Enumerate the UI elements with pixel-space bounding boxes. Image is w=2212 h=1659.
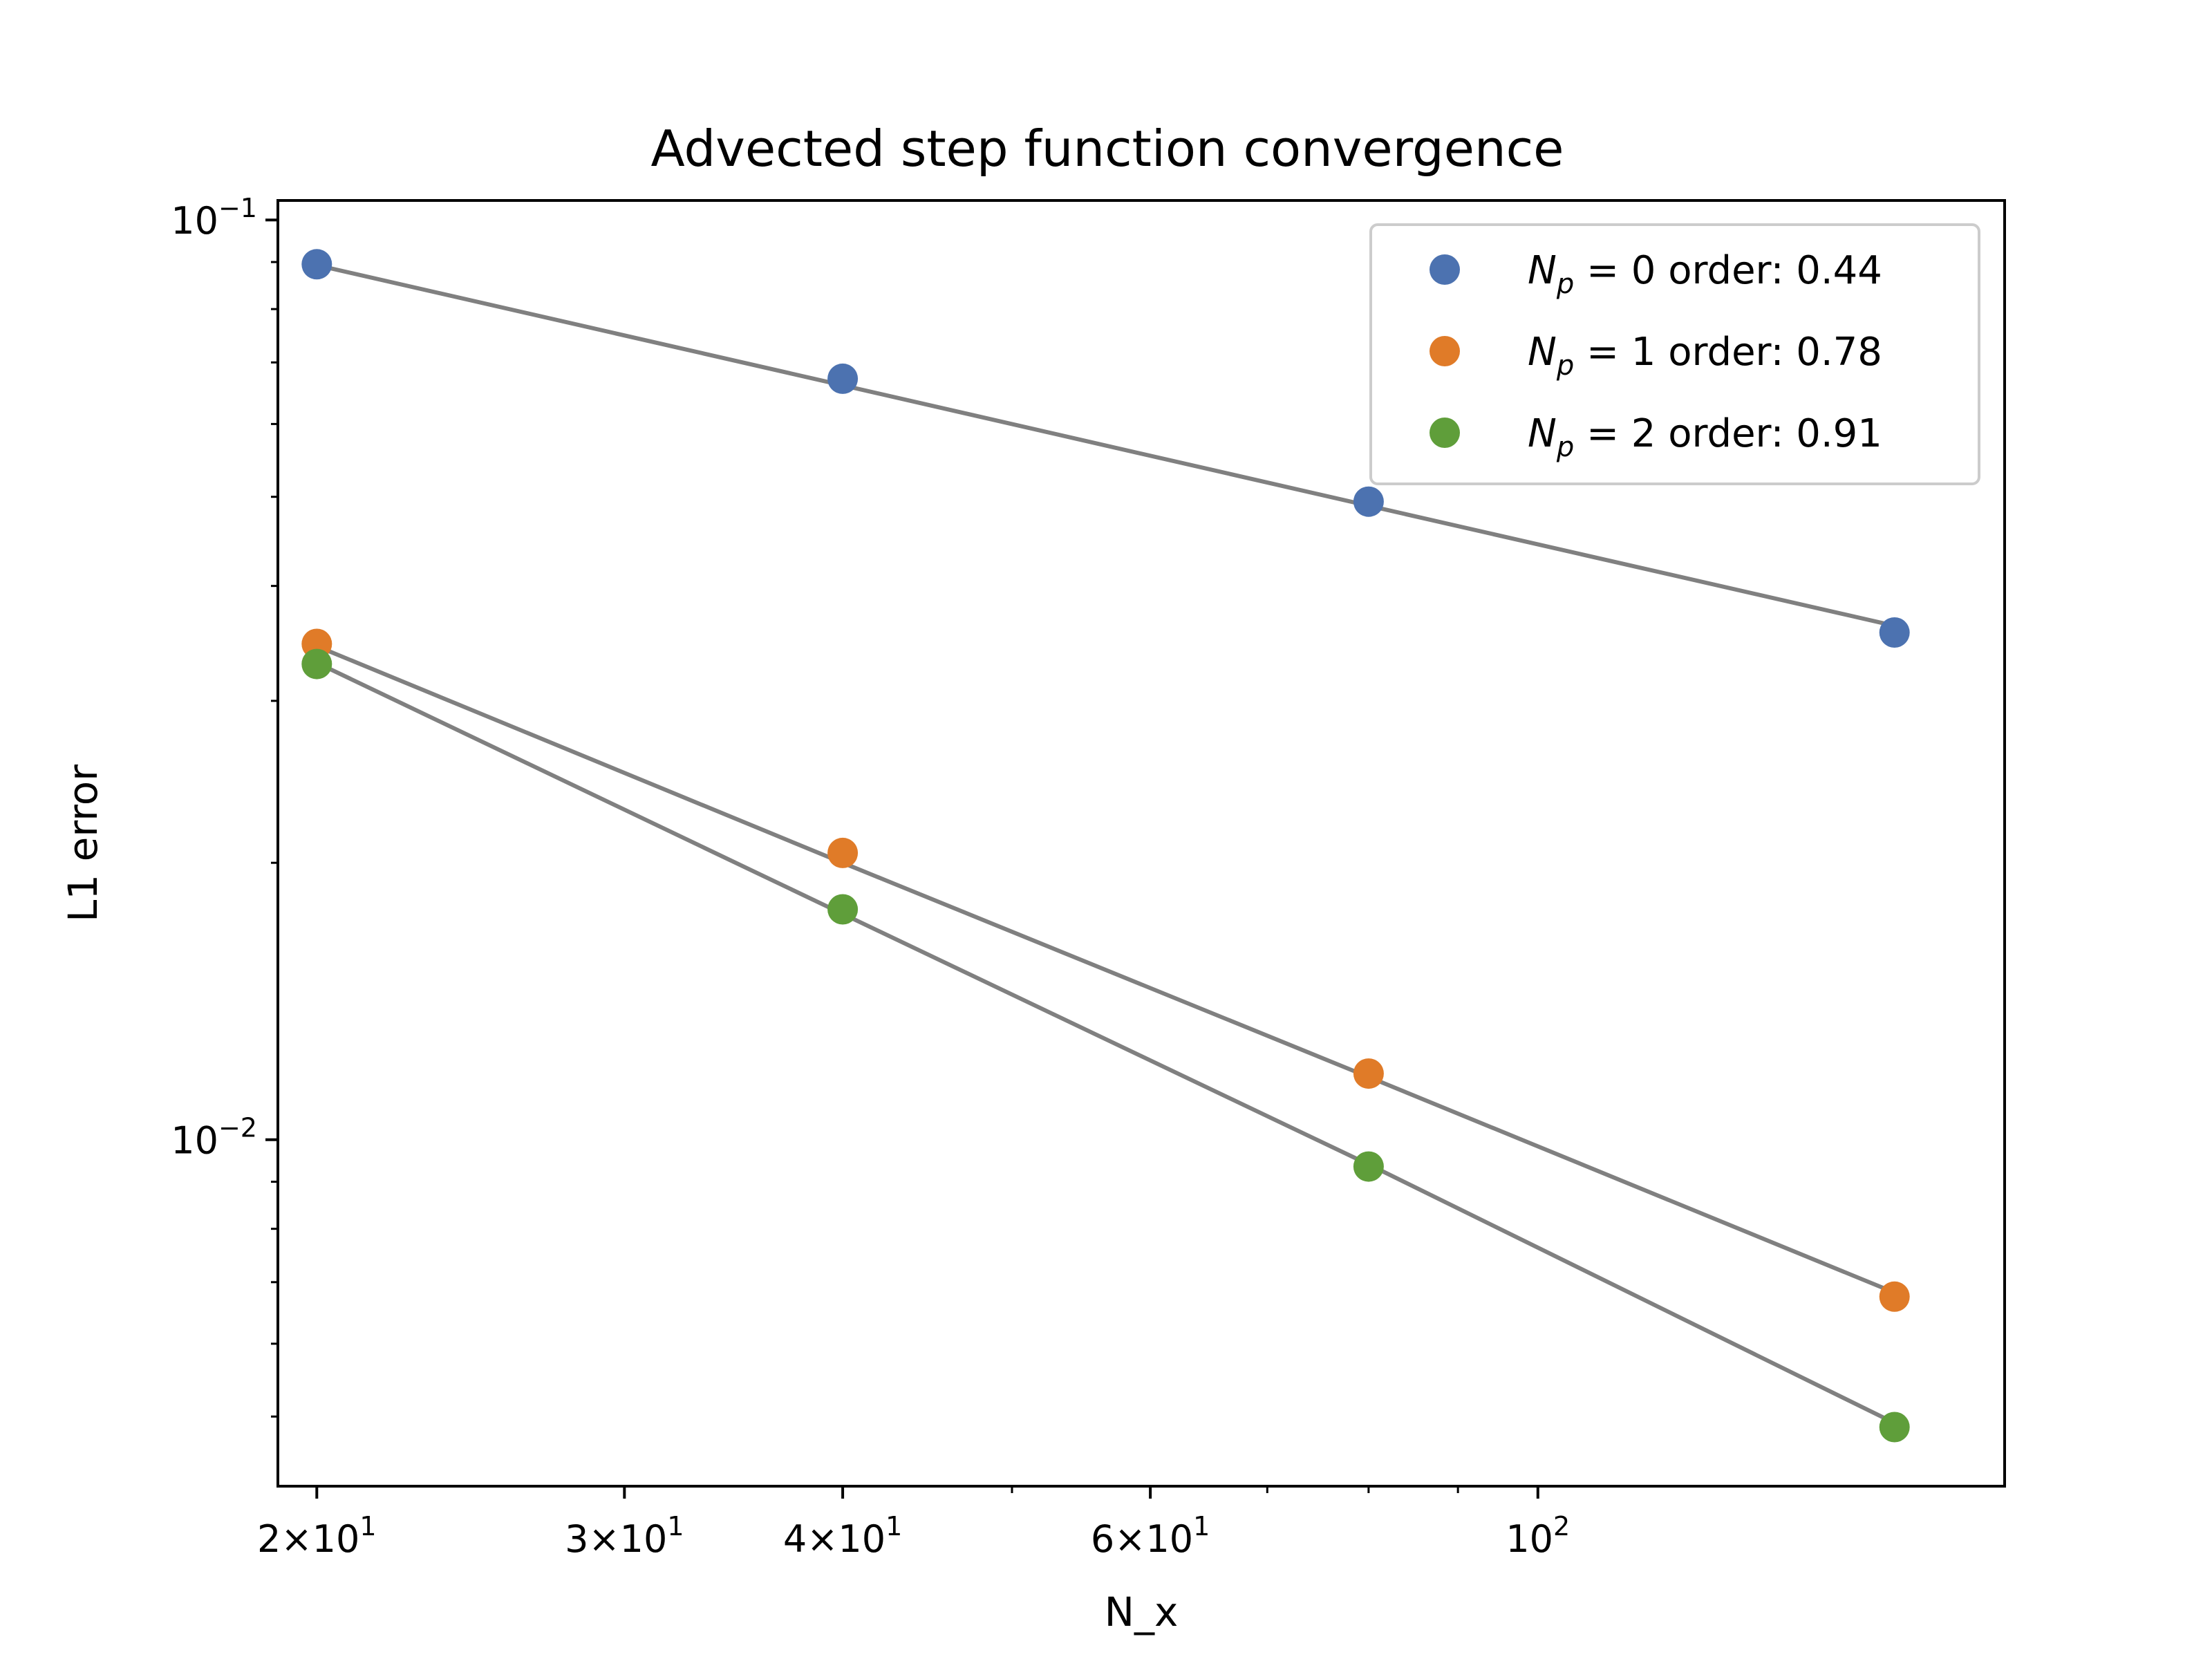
data-point-series-0-0 <box>301 249 332 280</box>
x-axis: 2×101 3×101 4×101 6×101 102 <box>257 1486 1570 1561</box>
x-tick-exponent: 1 <box>667 1511 684 1541</box>
x-tick-mantissa: 10 <box>1506 1517 1553 1561</box>
fit-lines <box>316 263 1896 1425</box>
plot-frame <box>276 199 2006 1488</box>
chart-title: Advected step function convergence <box>651 120 1564 178</box>
y-tick-exponent: −2 <box>218 1113 257 1143</box>
legend-marker-series-0 <box>1430 254 1460 285</box>
x-tick-exponent: 2 <box>1553 1511 1570 1541</box>
data-point-series-2-1 <box>827 894 859 925</box>
legend-label-subscript: p <box>1556 350 1574 382</box>
y-tick-label: 10−1 <box>171 193 257 243</box>
y-axis: 10−110−2 <box>171 193 278 1418</box>
x-tick-mantissa: 3×10 <box>565 1517 667 1561</box>
fit-line-series-2 <box>316 661 1896 1425</box>
legend-label-suffix: = 1 order: 0.78 <box>1574 330 1882 375</box>
data-point-series-0-3 <box>1879 617 1910 648</box>
x-tick-label: 4×101 <box>783 1511 903 1561</box>
y-tick-exponent: −1 <box>218 193 257 223</box>
legend-box <box>1369 223 1980 485</box>
data-point-series-0-2 <box>1353 486 1384 517</box>
x-tick-mantissa: 6×10 <box>1091 1517 1193 1561</box>
x-tick-exponent: 1 <box>359 1511 376 1541</box>
data-point-series-2-3 <box>1879 1412 1910 1443</box>
data-point-series-2-2 <box>1353 1151 1384 1182</box>
x-tick-exponent: 1 <box>1193 1511 1210 1541</box>
data-point-series-1-3 <box>1879 1281 1910 1312</box>
data-point-series-0-1 <box>827 363 859 394</box>
fit-line-series-1 <box>316 644 1895 1295</box>
x-tick-label: 102 <box>1506 1511 1570 1561</box>
y-tick-mantissa: 10 <box>171 1119 218 1163</box>
legend-label-prefix: N <box>1528 330 1557 375</box>
data-point-series-1-2 <box>1353 1058 1384 1089</box>
data-point-series-2-0 <box>301 648 332 679</box>
data-points <box>301 249 1910 1443</box>
legend-label-prefix: N <box>1528 248 1557 293</box>
legend-label-series-0: Np = 0 order: 0.44 <box>1528 248 1882 300</box>
legend-marker-series-1 <box>1430 336 1460 366</box>
x-tick-exponent: 1 <box>885 1511 902 1541</box>
legend-label-subscript: p <box>1556 431 1574 463</box>
x-tick-label: 6×101 <box>1091 1511 1210 1561</box>
y-axis-label: L1 error <box>59 765 106 922</box>
x-axis-label: N_x <box>1105 1588 1179 1635</box>
x-tick-mantissa: 4×10 <box>783 1517 885 1561</box>
legend-label-series-2: Np = 2 order: 0.91 <box>1528 411 1882 463</box>
legend-label-series-1: Np = 1 order: 0.78 <box>1528 330 1882 382</box>
x-tick-mantissa: 2×10 <box>257 1517 359 1561</box>
legend-marker-series-2 <box>1430 418 1460 448</box>
legend-label-suffix: = 0 order: 0.44 <box>1574 248 1882 293</box>
data-point-series-1-1 <box>827 837 859 868</box>
x-tick-label: 2×101 <box>257 1511 377 1561</box>
legend-label-suffix: = 2 order: 0.91 <box>1574 411 1882 456</box>
fit-line-series-0 <box>316 263 1895 628</box>
legend-label-subscript: p <box>1556 268 1574 300</box>
legend-label-prefix: N <box>1528 411 1557 456</box>
x-tick-label: 3×101 <box>565 1511 684 1561</box>
y-tick-mantissa: 10 <box>171 199 218 243</box>
y-tick-label: 10−2 <box>171 1113 257 1163</box>
